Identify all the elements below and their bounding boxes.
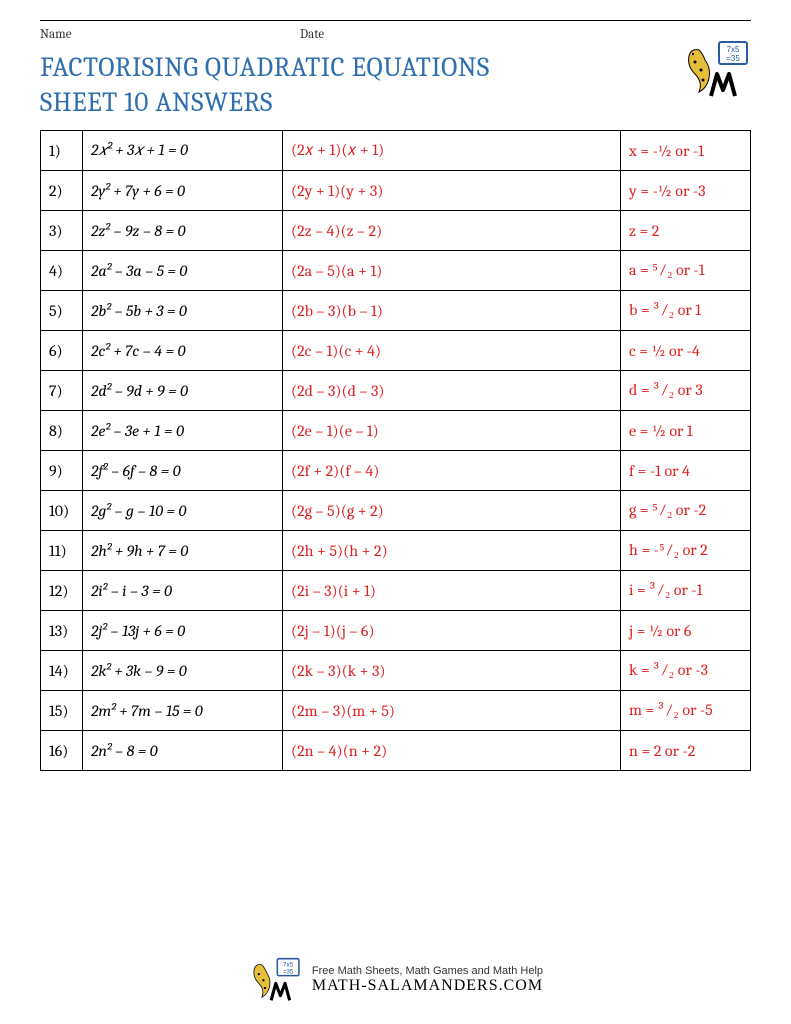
equation-cell: 2k² + 3k – 9 = 0: [83, 651, 283, 691]
equation-cell: 2i² – i – 3 = 0: [83, 571, 283, 611]
factored-cell: (2h + 5)(h + 2): [283, 531, 621, 571]
factored-cell: (2c – 1)(c + 4): [283, 331, 621, 371]
svg-text:=35: =35: [283, 968, 294, 975]
title-block: FACTORISING QUADRATIC EQUATIONS SHEET 10…: [40, 50, 751, 120]
row-number: 14): [41, 651, 83, 691]
row-number: 8): [41, 411, 83, 451]
equation-cell: 2n² – 8 = 0: [83, 731, 283, 771]
table-row: 10)2g² – g – 10 = 0(2g – 5)(g + 2)g = ⁵⁄…: [41, 491, 751, 531]
table-row: 14)2k² + 3k – 9 = 0(2k – 3)(k + 3)k = ³⁄…: [41, 651, 751, 691]
factored-cell: (2d – 3)(d – 3): [283, 371, 621, 411]
svg-text:7x5: 7x5: [283, 961, 294, 968]
table-row: 6)2c² + 7c – 4 = 0(2c – 1)(c + 4)c = ½ o…: [41, 331, 751, 371]
table-row: 4)2a² – 3a – 5 = 0(2a – 5)(a + 1)a = ⁵⁄₂…: [41, 251, 751, 291]
solution-cell: e = ½ or 1: [621, 411, 751, 451]
table-row: 8)2e² – 3e + 1 = 0(2e – 1)(e – 1)e = ½ o…: [41, 411, 751, 451]
solution-cell: m = ³⁄₂ or -5: [621, 691, 751, 731]
equation-cell: 2𝑥² + 3𝑥 + 1 = 0: [83, 131, 283, 171]
answers-table: 1)2𝑥² + 3𝑥 + 1 = 0(2𝑥 + 1)(𝑥 + 1)x = -½ …: [40, 130, 751, 771]
row-number: 9): [41, 451, 83, 491]
solution-cell: j = ½ or 6: [621, 611, 751, 651]
factored-cell: (2𝑥 + 1)(𝑥 + 1): [283, 131, 621, 171]
factored-cell: (2i – 3)(i + 1): [283, 571, 621, 611]
factored-cell: (2g – 5)(g + 2): [283, 491, 621, 531]
worksheet-header: Name Date: [40, 27, 751, 42]
footer-tagline: Free Math Sheets, Math Games and Math He…: [312, 965, 543, 977]
row-number: 13): [41, 611, 83, 651]
name-label: Name: [40, 27, 300, 42]
equation-cell: 2f² – 6f – 8 = 0: [83, 451, 283, 491]
row-number: 10): [41, 491, 83, 531]
equation-cell: 2h² + 9h + 7 = 0: [83, 531, 283, 571]
equation-cell: 2j² – 13j + 6 = 0: [83, 611, 283, 651]
equation-cell: 2d² – 9d + 9 = 0: [83, 371, 283, 411]
table-row: 7)2d² – 9d + 9 = 0(2d – 3)(d – 3)d = ³⁄₂…: [41, 371, 751, 411]
solution-cell: d = ³⁄₂ or 3: [621, 371, 751, 411]
row-number: 4): [41, 251, 83, 291]
date-label: Date: [300, 27, 324, 42]
factored-cell: (2n – 4)(n + 2): [283, 731, 621, 771]
table-row: 5)2b² – 5b + 3 = 0(2b – 3)(b – 1)b = ³⁄₂…: [41, 291, 751, 331]
table-row: 13)2j² – 13j + 6 = 0(2j – 1)(j – 6)j = ½…: [41, 611, 751, 651]
row-number: 3): [41, 211, 83, 251]
row-number: 5): [41, 291, 83, 331]
row-number: 16): [41, 731, 83, 771]
table-row: 1)2𝑥² + 3𝑥 + 1 = 0(2𝑥 + 1)(𝑥 + 1)x = -½ …: [41, 131, 751, 171]
equation-cell: 2z² – 9z – 8 = 0: [83, 211, 283, 251]
page-footer: 7x5 =35 Free Math Sheets, Math Games and…: [0, 957, 791, 1006]
solution-cell: c = ½ or -4: [621, 331, 751, 371]
solution-cell: h = -⁵⁄₂ or 2: [621, 531, 751, 571]
row-number: 6): [41, 331, 83, 371]
solution-cell: z = 2: [621, 211, 751, 251]
brand-logo: 7x5 =35: [681, 40, 751, 98]
row-number: 1): [41, 131, 83, 171]
equation-cell: 2e² – 3e + 1 = 0: [83, 411, 283, 451]
equation-cell: 2m² + 7m – 15 = 0: [83, 691, 283, 731]
factored-cell: (2e – 1)(e – 1): [283, 411, 621, 451]
factored-cell: (2j – 1)(j – 6): [283, 611, 621, 651]
solution-cell: n = 2 or -2: [621, 731, 751, 771]
equation-cell: 2a² – 3a – 5 = 0: [83, 251, 283, 291]
top-rule: [40, 20, 751, 21]
table-row: 9)2f² – 6f – 8 = 0(2f + 2)(f – 4)f = -1 …: [41, 451, 751, 491]
table-row: 2)2y² + 7y + 6 = 0(2y + 1)(y + 3)y = -½ …: [41, 171, 751, 211]
svg-text:=35: =35: [726, 54, 740, 63]
title-line-1: FACTORISING QUADRATIC EQUATIONS: [40, 50, 751, 85]
equation-cell: 2y² + 7y + 6 = 0: [83, 171, 283, 211]
svg-text:7x5: 7x5: [727, 45, 740, 54]
salamander-logo-icon: 7x5 =35: [681, 40, 751, 98]
table-row: 11)2h² + 9h + 7 = 0(2h + 5)(h + 2)h = -⁵…: [41, 531, 751, 571]
row-number: 12): [41, 571, 83, 611]
factored-cell: (2m – 3)(m + 5): [283, 691, 621, 731]
row-number: 7): [41, 371, 83, 411]
equation-cell: 2c² + 7c – 4 = 0: [83, 331, 283, 371]
solution-cell: i = ³⁄₂ or -1: [621, 571, 751, 611]
row-number: 11): [41, 531, 83, 571]
factored-cell: (2z – 4)(z – 2): [283, 211, 621, 251]
solution-cell: a = ⁵⁄₂ or -1: [621, 251, 751, 291]
solution-cell: g = ⁵⁄₂ or -2: [621, 491, 751, 531]
title-line-2: SHEET 10 ANSWERS: [40, 85, 751, 120]
factored-cell: (2k – 3)(k + 3): [283, 651, 621, 691]
factored-cell: (2y + 1)(y + 3): [283, 171, 621, 211]
solution-cell: x = -½ or -1: [621, 131, 751, 171]
footer-url: MATH-SALAMANDERS.COM: [312, 977, 543, 995]
table-row: 12)2i² – i – 3 = 0(2i – 3)(i + 1)i = ³⁄₂…: [41, 571, 751, 611]
solution-cell: y = -½ or -3: [621, 171, 751, 211]
factored-cell: (2b – 3)(b – 1): [283, 291, 621, 331]
equation-cell: 2b² – 5b + 3 = 0: [83, 291, 283, 331]
footer-logo-icon: 7x5 =35: [248, 957, 302, 1002]
row-number: 2): [41, 171, 83, 211]
table-row: 16)2n² – 8 = 0(2n – 4)(n + 2)n = 2 or -2: [41, 731, 751, 771]
factored-cell: (2a – 5)(a + 1): [283, 251, 621, 291]
equation-cell: 2g² – g – 10 = 0: [83, 491, 283, 531]
solution-cell: b = ³⁄₂ or 1: [621, 291, 751, 331]
solution-cell: f = -1 or 4: [621, 451, 751, 491]
table-row: 15)2m² + 7m – 15 = 0(2m – 3)(m + 5)m = ³…: [41, 691, 751, 731]
factored-cell: (2f + 2)(f – 4): [283, 451, 621, 491]
solution-cell: k = ³⁄₂ or -3: [621, 651, 751, 691]
row-number: 15): [41, 691, 83, 731]
table-row: 3)2z² – 9z – 8 = 0(2z – 4)(z – 2)z = 2: [41, 211, 751, 251]
